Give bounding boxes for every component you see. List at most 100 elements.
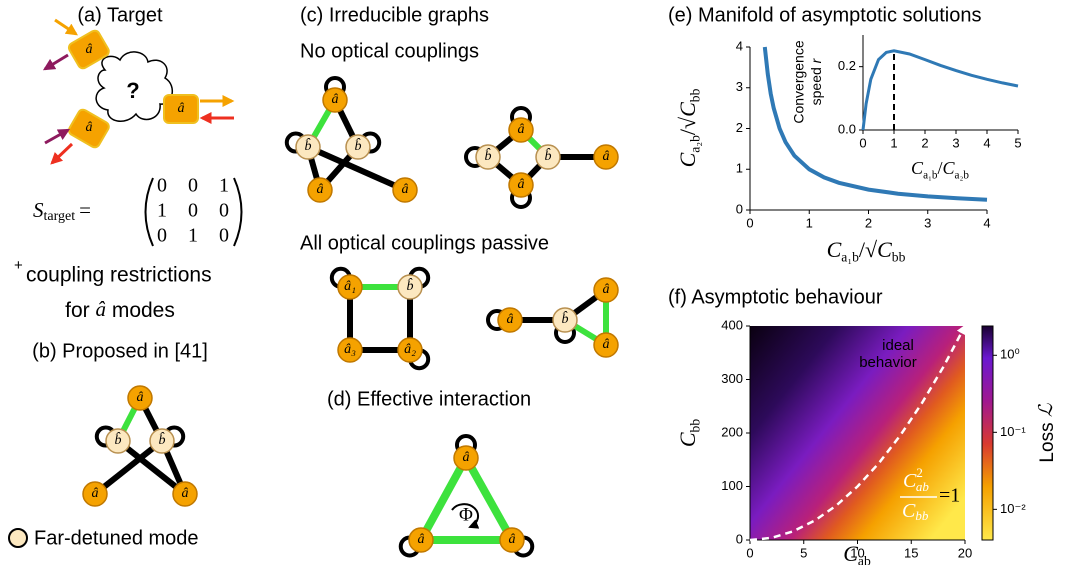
label-part: ℒ bbox=[1036, 402, 1057, 417]
label-part: a₁b bbox=[841, 250, 859, 265]
y-tick-label: 3 bbox=[736, 79, 743, 94]
label-part: bb bbox=[688, 419, 703, 433]
x-tick-label: 20 bbox=[958, 545, 972, 560]
panel-title: (f) Asymptotic behaviour bbox=[668, 286, 883, 308]
node-label: â bbox=[509, 532, 516, 547]
label-part: r bbox=[808, 57, 824, 63]
matrix-entry: 1 bbox=[188, 225, 198, 247]
label-part: C bbox=[675, 432, 700, 447]
equation: =1 bbox=[939, 485, 960, 507]
note-text: modes bbox=[112, 299, 175, 322]
panel-title: (e) Manifold of asymptotic solutions bbox=[668, 4, 981, 26]
node-label: b̂ bbox=[562, 310, 569, 327]
label-part: ab bbox=[916, 479, 930, 494]
x-tick-label: 2 bbox=[865, 215, 872, 230]
node-label: â bbox=[86, 42, 93, 57]
y-axis-label: Ca₂b/√Cbb bbox=[675, 88, 703, 167]
panel-title: (d) Effective interaction bbox=[327, 388, 531, 410]
colorbar-tick-label: 10⁻¹ bbox=[1000, 424, 1026, 439]
node-label: â bbox=[317, 182, 324, 197]
node-label: â bbox=[603, 337, 610, 352]
label-part: bb bbox=[688, 88, 703, 102]
node-label: b̂ bbox=[159, 431, 166, 448]
arrow bbox=[55, 20, 76, 34]
phase-label: Φ bbox=[459, 504, 473, 525]
label-part: a₂b bbox=[955, 169, 970, 181]
y-tick-label: 0.2 bbox=[838, 58, 856, 73]
panel-subtitle: No optical couplings bbox=[300, 40, 479, 62]
label-part: C bbox=[827, 237, 842, 262]
matrix-symbol: Starget= bbox=[33, 198, 91, 224]
x-tick-label: 1 bbox=[806, 215, 813, 230]
label-part: Loss bbox=[1037, 417, 1058, 462]
node-label: â bbox=[137, 390, 144, 405]
label-part: a₂b bbox=[688, 135, 703, 153]
x-tick-label: 1 bbox=[890, 135, 897, 150]
node-label: â₂ bbox=[404, 342, 416, 357]
matrix-entry: 0 bbox=[188, 200, 198, 222]
panel-subtitle: All optical couplings passive bbox=[300, 232, 549, 254]
subscript: target bbox=[44, 209, 76, 224]
note: for â modes bbox=[65, 297, 175, 322]
x-tick-label: 2 bbox=[921, 135, 928, 150]
matrix-entry: 0 bbox=[188, 175, 198, 197]
node-label: â bbox=[182, 486, 189, 501]
node-label: b̂ bbox=[407, 277, 414, 294]
node-label: â₁ bbox=[344, 279, 356, 294]
arrow bbox=[45, 130, 68, 143]
label-part: C bbox=[843, 541, 858, 565]
paren bbox=[234, 178, 242, 246]
annotation: behavior bbox=[859, 354, 917, 371]
x-tick-label: 3 bbox=[952, 135, 959, 150]
legend-label: Far-detuned mode bbox=[34, 527, 199, 549]
paren bbox=[146, 178, 154, 246]
heatmap bbox=[750, 326, 965, 540]
node-label: â bbox=[463, 450, 470, 465]
unknown-mark: ? bbox=[126, 78, 139, 103]
label-part: ab bbox=[858, 554, 871, 565]
node-label: â bbox=[507, 312, 514, 327]
x-tick-label: 0 bbox=[859, 135, 866, 150]
node-label: â bbox=[178, 101, 185, 116]
arrow bbox=[52, 144, 72, 163]
note-mode: â bbox=[95, 297, 106, 321]
node-label: b̂ bbox=[485, 147, 492, 164]
note-superscript: + bbox=[14, 257, 23, 274]
node-label: â bbox=[418, 532, 425, 547]
coupling bbox=[466, 458, 512, 540]
annotation: ideal bbox=[882, 337, 914, 354]
matrix-entry: 0 bbox=[219, 225, 229, 247]
y-axis-label: Convergence bbox=[791, 40, 807, 123]
x-tick-label: 3 bbox=[924, 215, 931, 230]
node-label: â bbox=[402, 182, 409, 197]
y-axis-label: Cbb bbox=[675, 419, 703, 448]
label-part: /√ bbox=[859, 237, 878, 262]
node-label: b̂ bbox=[305, 137, 312, 154]
matrix-entry: 0 bbox=[219, 200, 229, 222]
label-part: a₁b bbox=[923, 169, 938, 181]
panel-title: (c) Irreducible graphs bbox=[300, 4, 489, 26]
node-label: â bbox=[332, 92, 339, 107]
x-axis-label: Ca₁b/√Cbb bbox=[827, 237, 906, 265]
colorbar-tick-label: 10⁻² bbox=[1000, 501, 1026, 516]
label-part: C bbox=[675, 152, 700, 167]
matrix-entry: 1 bbox=[157, 200, 167, 222]
note: coupling restrictions bbox=[26, 264, 212, 287]
node-label: â bbox=[518, 177, 525, 192]
colorbar-tick-label: 10⁰ bbox=[1000, 347, 1020, 362]
matrix-entry: 1 bbox=[219, 175, 229, 197]
x-tick-label: 5 bbox=[800, 545, 807, 560]
legend-swatch bbox=[9, 529, 27, 547]
label-part: C bbox=[877, 237, 892, 262]
figure: (a) Target ? â â â Starget= 001100010 + … bbox=[0, 0, 1080, 565]
y-tick-label: 0 bbox=[736, 201, 743, 216]
label-part: 2 bbox=[916, 465, 923, 480]
x-tick-label: 4 bbox=[983, 215, 990, 230]
label-part: C bbox=[675, 102, 700, 117]
node-label: â bbox=[603, 282, 610, 297]
label-part: bb bbox=[915, 508, 929, 523]
symbol: S bbox=[33, 198, 44, 222]
y-tick-label: 400 bbox=[721, 317, 743, 332]
label-part: speed bbox=[808, 67, 824, 105]
